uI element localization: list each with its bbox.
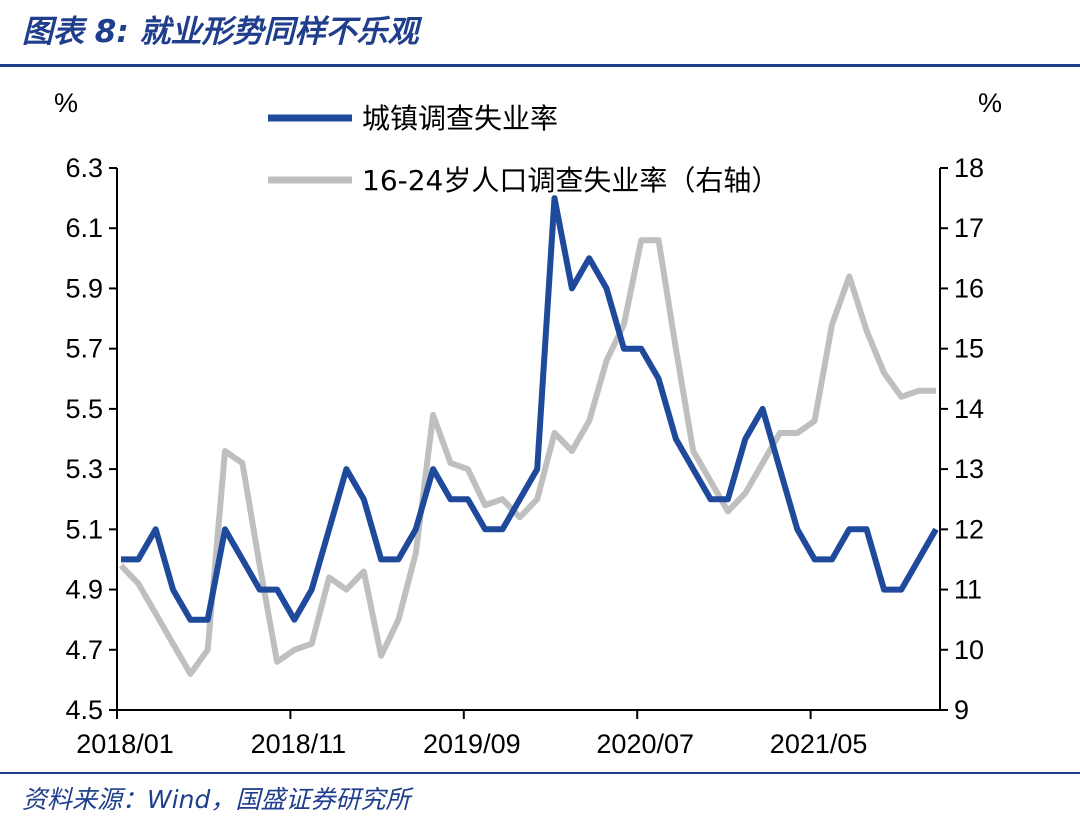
series-layer [118,195,939,677]
source-note: 资料来源：Wind，国盛证券研究所 [22,785,411,814]
right-tick-label: 16 [954,273,984,303]
left-tick-label: 6.1 [65,213,103,243]
x-tick-label: 2021/05 [770,729,868,759]
left-tick-label: 4.5 [65,695,103,725]
left-tick-label: 5.7 [65,334,103,364]
left-tick-label: 5.1 [65,514,103,544]
left-tick-label: 4.9 [65,575,103,605]
chart-axes: 4.5 4.7 4.9 5.1 5.3 5.5 5.7 5.9 6.1 6.3 9 10 11 12 13 1… [54,88,1002,759]
series-line-youth-unemployment [118,237,936,677]
x-tick-label: 2020/07 [596,729,694,759]
chart-legend: 城镇调查失业率 16-24岁人口调查失业率（右轴） [268,102,779,197]
right-tick-label: 9 [954,695,969,725]
bottom-rule [0,772,1080,774]
x-tick-label: 2018/01 [76,729,174,759]
left-tick-label: 4.7 [65,635,103,665]
left-tick-label: 5.9 [65,273,103,303]
right-tick-label: 17 [954,213,984,243]
figure-title: 图表 8: 就业形势同样不乐观 [22,14,419,50]
legend-label: 城镇调查失业率 [362,102,558,135]
legend-label: 16-24岁人口调查失业率（右轴） [362,164,779,197]
right-tick-label: 18 [954,153,984,183]
left-axis-unit: % [54,88,78,118]
right-tick-label: 15 [954,334,984,364]
right-tick-label: 14 [954,394,984,424]
left-tick-label: 6.3 [65,153,103,183]
left-tick-label: 5.3 [65,454,103,484]
right-axis-unit: % [978,88,1002,118]
right-tick-label: 10 [954,635,984,665]
line-chart: 4.5 4.7 4.9 5.1 5.3 5.5 5.7 5.9 6.1 6.3 9 10 11 12 13 1… [54,88,1002,759]
left-tick-label: 5.5 [65,394,103,424]
right-tick-label: 11 [954,575,982,605]
right-tick-label: 12 [954,514,984,544]
right-tick-label: 13 [954,454,984,484]
x-tick-label: 2019/09 [423,729,521,759]
top-rule [0,64,1080,67]
x-tick-label: 2018/11 [251,729,347,759]
series-line-urban-unemployment [121,195,939,623]
